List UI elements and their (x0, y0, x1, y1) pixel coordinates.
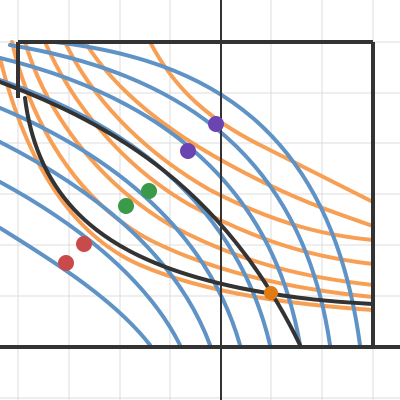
orange-curve (148, 40, 375, 204)
orange-curve (0, 56, 375, 312)
green-point[interactable] (141, 183, 157, 199)
red-point[interactable] (76, 236, 92, 252)
orange-point[interactable] (264, 286, 278, 300)
green-point[interactable] (118, 198, 134, 214)
purple-point[interactable] (180, 143, 196, 159)
orange-curve (43, 40, 375, 266)
blue-curve (0, 140, 212, 347)
red-point[interactable] (58, 255, 74, 271)
box-outline (0, 40, 400, 349)
orange-curve (10, 40, 375, 299)
blue-curve (53, 40, 362, 347)
dark-curve (23, 96, 375, 306)
highlight-points[interactable] (58, 116, 278, 300)
orange-curve (83, 40, 375, 228)
orange-curves (0, 40, 375, 312)
blue-curve (0, 226, 152, 347)
blue-curve (0, 180, 182, 347)
purple-point[interactable] (208, 116, 224, 132)
orange-curve (23, 40, 375, 287)
